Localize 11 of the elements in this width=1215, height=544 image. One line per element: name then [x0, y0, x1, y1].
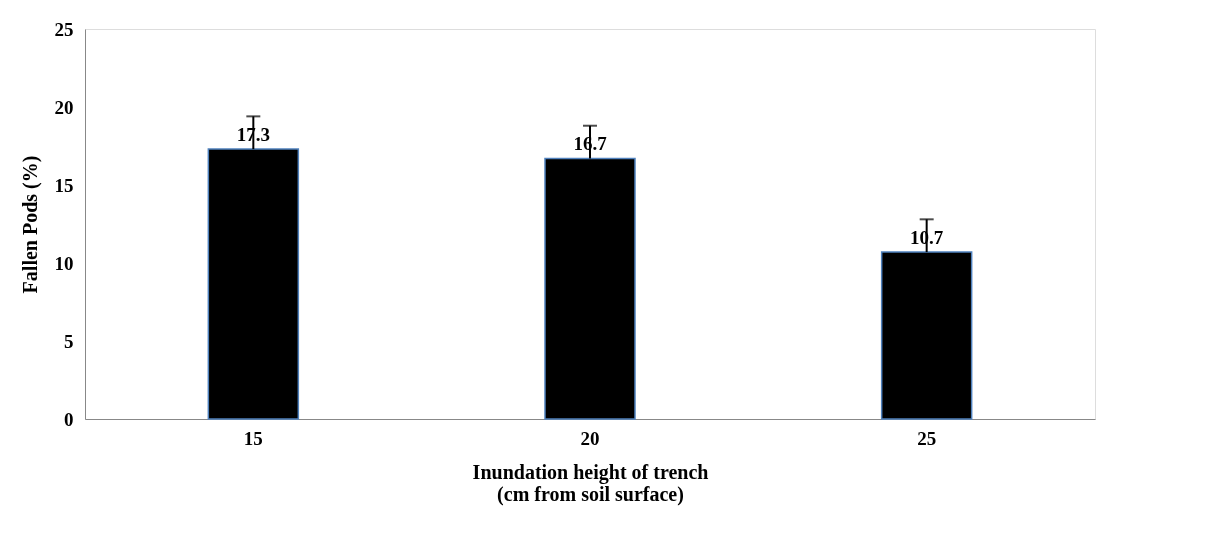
- x-tick-label: 15: [243, 427, 263, 449]
- x-tick-label: 25: [917, 427, 937, 449]
- y-tick-label: 25: [54, 18, 74, 40]
- y-tick-label: 5: [64, 330, 74, 352]
- x-axis-title: Inundation height of trench (cm from soil surface): [472, 460, 709, 506]
- y-axis-title: Fallen Pods (%): [18, 155, 42, 294]
- y-tick-label: 0: [64, 408, 74, 430]
- y-tick-label: 15: [54, 174, 74, 196]
- y-tick-label: 10: [54, 252, 74, 274]
- x-tick-label: 20: [580, 427, 600, 449]
- y-tick-label: 20: [54, 96, 74, 118]
